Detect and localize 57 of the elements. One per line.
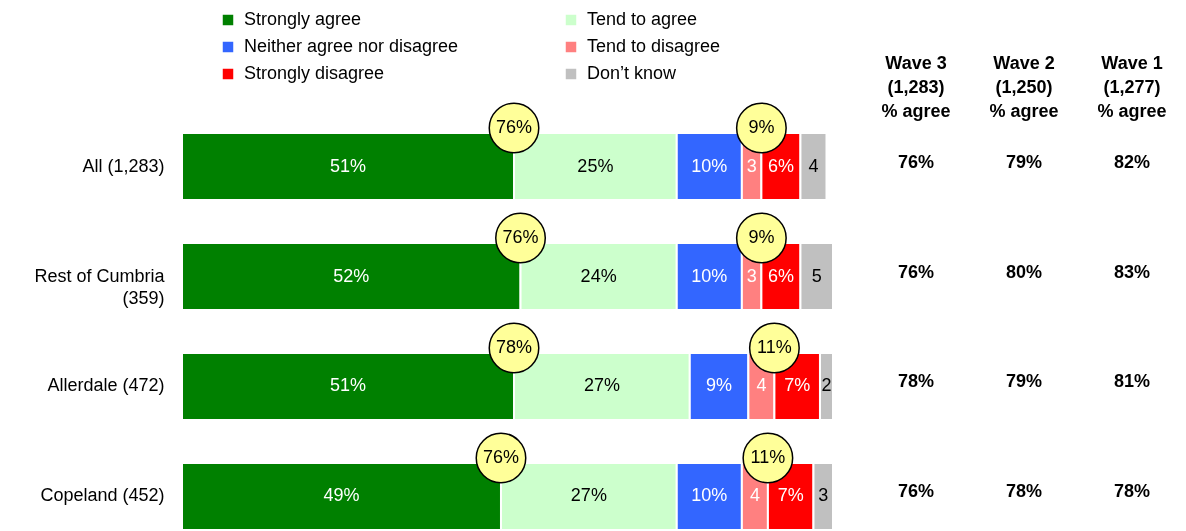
- category-label: Wave 3 (1,283) % agree: [881, 53, 951, 121]
- data-label: 3: [818, 485, 829, 506]
- data-label: 9%: [706, 375, 733, 396]
- text: 80%: [1005, 261, 1043, 282]
- text: 76%: [897, 151, 935, 172]
- data-label: 2: [821, 375, 832, 396]
- legend-label: Tend to disagree: [587, 36, 721, 56]
- data-label: 4: [808, 155, 819, 176]
- text: 82%: [1113, 151, 1151, 172]
- data-label: 10%: [691, 485, 728, 506]
- text: 83%: [1113, 261, 1151, 282]
- annotation: 76%: [502, 226, 539, 247]
- legend-label: Strongly disagree: [244, 63, 385, 83]
- data-label: 4: [756, 375, 767, 396]
- data-label: 10%: [691, 155, 728, 176]
- data-label: 24%: [580, 265, 617, 286]
- data-label: 27%: [570, 485, 607, 506]
- data-label: 3: [746, 265, 757, 286]
- data-label: 10%: [691, 265, 728, 286]
- annotation: 9%: [748, 226, 775, 247]
- data-label: 25%: [577, 155, 614, 176]
- data-label: 4: [749, 485, 760, 506]
- data-label: 51%: [329, 155, 367, 176]
- annotation: 9%: [748, 116, 775, 137]
- data-label: 6%: [767, 265, 794, 286]
- legend-label: Don’t know: [587, 63, 678, 83]
- y-tick-label: All (1,283): [82, 155, 165, 176]
- text: 78%: [1005, 481, 1043, 502]
- text: 76%: [897, 481, 935, 502]
- text: 78%: [897, 371, 935, 392]
- text: 76%: [897, 261, 935, 282]
- legend-label: Tend to agree: [587, 9, 698, 29]
- data-label: 7%: [777, 485, 804, 506]
- data-label: 27%: [583, 375, 620, 396]
- legend-label: Neither agree nor disagree: [244, 36, 459, 56]
- annotation: 76%: [495, 116, 533, 137]
- y-tick-label: Rest of Cumbria (359): [34, 265, 166, 308]
- data-label: 51%: [329, 375, 367, 396]
- text: 79%: [1005, 151, 1043, 172]
- data-label: 49%: [323, 485, 360, 506]
- annotation: 11%: [757, 336, 792, 357]
- data-label: 6%: [767, 155, 794, 176]
- data-label: 7%: [784, 375, 811, 396]
- data-label: 5: [811, 265, 822, 286]
- data-label: 52%: [333, 265, 370, 286]
- annotation: 11%: [750, 446, 786, 467]
- legend-label: Strongly agree: [244, 9, 362, 29]
- text: 79%: [1005, 371, 1043, 392]
- text: 81%: [1113, 371, 1151, 392]
- annotation: 76%: [482, 446, 520, 467]
- annotation: 78%: [495, 336, 533, 357]
- y-tick-label: Copeland (452): [40, 485, 165, 506]
- category-label: Wave 1 (1,277) % agree: [1097, 53, 1167, 121]
- data-label: 3: [746, 155, 757, 176]
- category-label: Wave 2 (1,250) % agree: [989, 53, 1059, 121]
- y-tick-label: Allerdale (472): [47, 375, 165, 396]
- text: 78%: [1113, 481, 1151, 502]
